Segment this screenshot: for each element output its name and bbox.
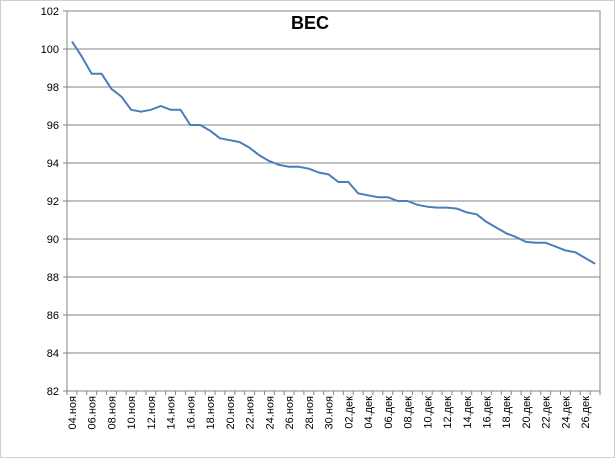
x-tick-label: 18.ноя <box>205 396 217 429</box>
x-tick-label: 10.ноя <box>126 396 138 429</box>
x-tick-label: 02.дек <box>343 396 355 429</box>
series-line-weight <box>71 40 596 265</box>
x-tick-label: 16.ноя <box>185 396 197 429</box>
y-tick-label: 84 <box>47 348 59 360</box>
x-tick-label: 10.дек <box>422 396 434 429</box>
y-tick-label: 88 <box>47 272 59 284</box>
x-tick-label: 08.дек <box>403 396 415 429</box>
y-tick-label: 90 <box>47 234 59 246</box>
x-tick-labels: 04.ноя 06.ноя 08.ноя 10.ноя 12.ноя 14.ноя 16.н… <box>67 396 592 430</box>
y-tick-label: 86 <box>47 310 59 322</box>
y-tick-labels: 82 84 86 88 90 92 94 96 98 100 102 <box>41 6 59 398</box>
x-tick-label: 12.дек <box>442 396 454 429</box>
x-tick-label: 26.ноя <box>284 396 296 429</box>
x-tick-label: 14.дек <box>462 396 474 429</box>
axes <box>63 10 601 395</box>
x-tick-label: 08.ноя <box>106 396 118 429</box>
x-tick-label: 24.дек <box>560 396 572 429</box>
y-tick-label: 100 <box>41 44 59 56</box>
x-tick-label: 18.дек <box>501 396 513 429</box>
x-tick-label: 26.дек <box>580 396 592 429</box>
y-tick-label: 98 <box>47 82 59 94</box>
x-tick-label: 20.дек <box>521 396 533 429</box>
x-tick-label: 16.дек <box>481 396 493 429</box>
y-tick-label: 82 <box>47 386 59 398</box>
x-tick-label: 24.ноя <box>264 396 276 429</box>
x-tick-label: 28.ноя <box>304 396 316 429</box>
x-tick-label: 20.ноя <box>225 396 237 429</box>
x-tick-label: 12.ноя <box>146 396 158 429</box>
x-tick-label: 22.дек <box>541 396 553 429</box>
y-tick-label: 92 <box>47 196 59 208</box>
y-tick-label: 96 <box>47 120 59 132</box>
x-tick-label: 30.ноя <box>324 396 336 429</box>
x-tick-label: 04.дек <box>363 396 375 429</box>
series-weight <box>71 40 596 265</box>
x-tick-label: 22.ноя <box>245 396 257 429</box>
gridlines <box>67 10 600 392</box>
y-tick-label: 94 <box>47 158 59 170</box>
y-tick-label: 102 <box>41 6 59 18</box>
x-tick-label: 04.ноя <box>67 396 79 429</box>
x-tick-label: 06.ноя <box>87 396 99 429</box>
x-tick-label: 06.дек <box>383 396 395 429</box>
x-tick-label: 14.ноя <box>166 396 178 429</box>
chart-title: ВЕС <box>291 13 329 33</box>
